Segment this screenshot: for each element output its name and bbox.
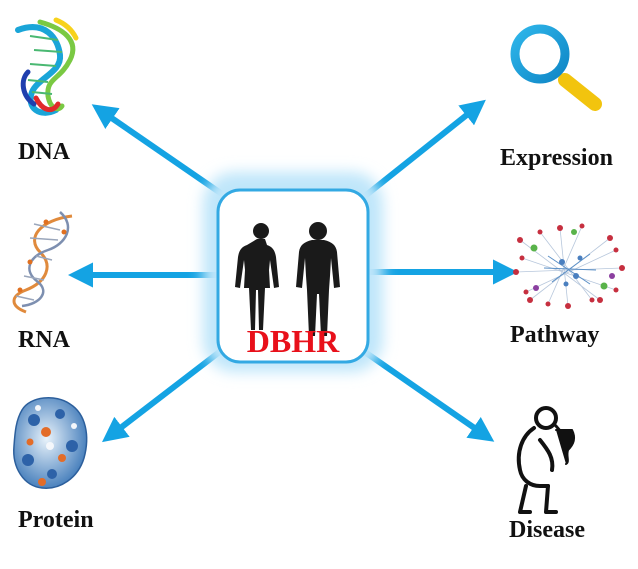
rna-strand-icon	[12, 211, 73, 314]
node-label-dna: DNA	[18, 139, 71, 165]
center-label: DBHR	[247, 323, 340, 359]
center-node: DBHR	[203, 172, 383, 372]
node-label-rna: RNA	[18, 327, 71, 353]
arrow-to-expression	[363, 99, 486, 199]
male-silhouette-icon	[296, 222, 340, 336]
node-label-disease: Disease	[509, 517, 585, 543]
sick-person-icon	[516, 406, 576, 514]
arrows	[67, 99, 519, 443]
arrow-to-dna	[91, 104, 224, 197]
network-graph-icon	[513, 223, 625, 309]
arrow-to-disease	[360, 347, 495, 442]
protein-surface-icon	[13, 397, 88, 489]
node-label-expression: Expression	[500, 145, 613, 171]
female-silhouette-icon	[235, 223, 279, 330]
node-label-pathway: Pathway	[510, 322, 599, 348]
magnifier-icon	[510, 24, 602, 111]
dna-helix-icon	[15, 17, 79, 116]
node-label-protein: Protein	[18, 507, 94, 533]
arrow-to-protein	[102, 347, 224, 443]
